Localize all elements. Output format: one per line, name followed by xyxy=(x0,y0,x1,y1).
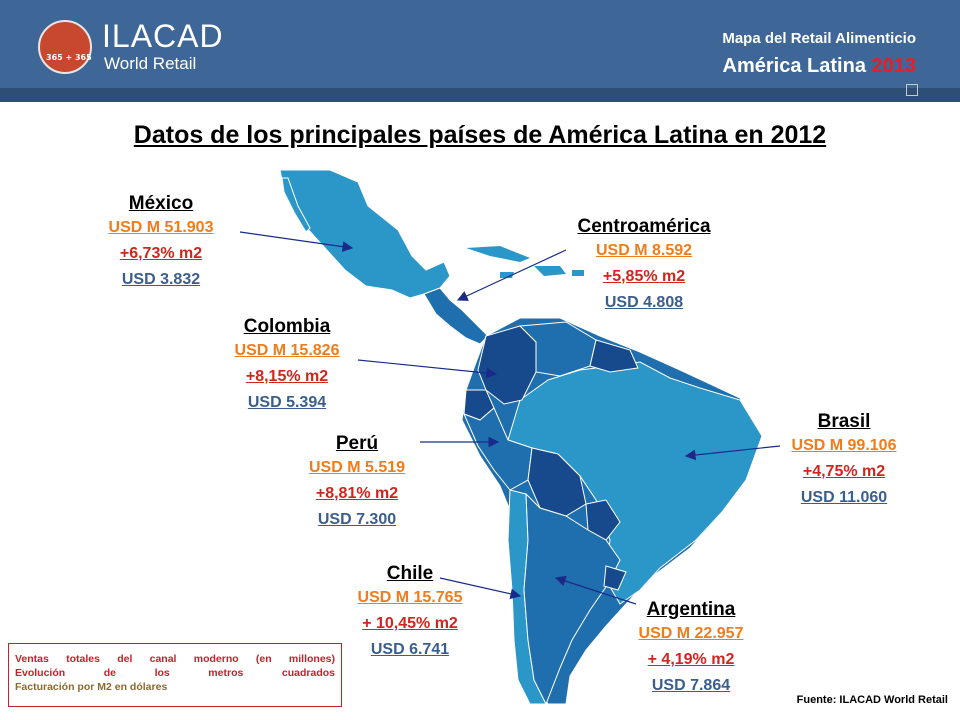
brasil-price: USD 11.060 xyxy=(800,489,888,506)
peru-growth: +8,81% m2 xyxy=(315,485,399,502)
header-region: América Latina xyxy=(722,55,872,77)
centroamerica-growth: +5,85% m2 xyxy=(602,268,686,285)
baja-california-shape xyxy=(281,177,311,233)
centroamerica-shape xyxy=(423,287,489,345)
centroamerica-price: USD 4.808 xyxy=(604,294,684,311)
colombia-growth: +8,15% m2 xyxy=(245,368,329,385)
header-subtitle: América Latina 2013 xyxy=(723,55,916,78)
mexico-pointer xyxy=(239,231,354,252)
argentina-sales: USD M 22.957 xyxy=(638,625,744,642)
puerto-rico-shape xyxy=(572,270,584,276)
mexico-shape xyxy=(279,169,451,299)
legend-box: Ventas totales del canal moderno (en mil… xyxy=(8,643,342,707)
colombia-pointer xyxy=(357,359,498,379)
guianas-shape xyxy=(589,339,639,373)
centroamerica-pointer xyxy=(456,249,567,301)
chile-price: USD 6.741 xyxy=(370,641,450,658)
centroamerica-name: Centroamérica xyxy=(577,216,711,237)
peru-sales: USD M 5.519 xyxy=(308,459,406,476)
argentina-name: Argentina xyxy=(646,599,736,620)
colombia-sales: USD M 15.826 xyxy=(234,342,340,359)
paraguay-shape xyxy=(585,499,621,541)
logo-globe-icon xyxy=(38,20,92,74)
legend-sales: Ventas totales del canal moderno (en mil… xyxy=(15,653,335,665)
chile-pointer xyxy=(439,577,522,600)
mexico-price: USD 3.832 xyxy=(121,271,201,288)
logo-brand: ILACAD xyxy=(102,18,224,54)
label-colombia: Colombia USD M 15.826 +8,15% m2 USD 5.39… xyxy=(187,316,387,416)
mexico-growth: +6,73% m2 xyxy=(119,245,203,262)
venezuela-shape xyxy=(518,321,597,377)
argentina-shape xyxy=(523,492,621,706)
header-year: 2013 xyxy=(871,55,917,77)
colombia-name: Colombia xyxy=(243,316,331,337)
mexico-sales: USD M 51.903 xyxy=(108,219,214,236)
mexico-name: México xyxy=(128,193,194,214)
label-chile: Chile USD M 15.765 + 10,45% m2 USD 6.741 xyxy=(310,563,510,663)
label-peru: Perú USD M 5.519 +8,81% m2 USD 7.300 xyxy=(257,433,457,533)
header-square-icon xyxy=(906,84,918,96)
brasil-name: Brasil xyxy=(817,411,871,432)
uruguay-shape xyxy=(603,565,627,591)
header-bar xyxy=(0,0,960,88)
bolivia-shape xyxy=(527,447,587,517)
centroamerica-sales: USD M 8.592 xyxy=(595,242,693,259)
legend-price: Facturación por M2 en dólares xyxy=(15,681,168,693)
chile-sales: USD M 15.765 xyxy=(357,589,463,606)
argentina-pointer xyxy=(554,575,637,605)
chile-growth: + 10,45% m2 xyxy=(362,615,458,632)
colombia-price: USD 5.394 xyxy=(247,394,327,411)
source-note: Fuente: ILACAD World Retail xyxy=(796,694,948,706)
header-title: Mapa del Retail Alimenticio xyxy=(722,30,916,47)
brasil-pointer xyxy=(684,445,781,461)
hispaniola-shape xyxy=(534,266,566,276)
peru-name: Perú xyxy=(335,433,379,454)
brasil-sales: USD M 99.106 xyxy=(791,437,897,454)
brasil-growth: +4,75% m2 xyxy=(802,463,886,480)
label-brasil: Brasil USD M 99.106 +4,75% m2 USD 11.060 xyxy=(744,411,944,511)
legend-growth: Evolución de los metros cuadrados xyxy=(15,667,335,679)
argentina-growth: + 4,19% m2 xyxy=(647,651,735,668)
argentina-price: USD 7.864 xyxy=(651,677,731,694)
page-title: Datos de los principales países de Améri… xyxy=(133,121,827,149)
cuba-shape xyxy=(466,246,530,262)
peru-price: USD 7.300 xyxy=(317,511,397,528)
header-strip xyxy=(0,88,960,102)
logo-days: 365 + 365 xyxy=(46,53,92,62)
label-argentina: Argentina USD M 22.957 + 4,19% m2 USD 7.… xyxy=(591,599,791,699)
logo-subtitle: World Retail xyxy=(104,54,197,73)
chile-name: Chile xyxy=(386,563,434,584)
jamaica-shape xyxy=(500,272,514,278)
label-centroamerica: Centroamérica USD M 8.592 +5,85% m2 USD … xyxy=(544,216,744,316)
label-mexico: México USD M 51.903 +6,73% m2 USD 3.832 xyxy=(61,193,261,293)
